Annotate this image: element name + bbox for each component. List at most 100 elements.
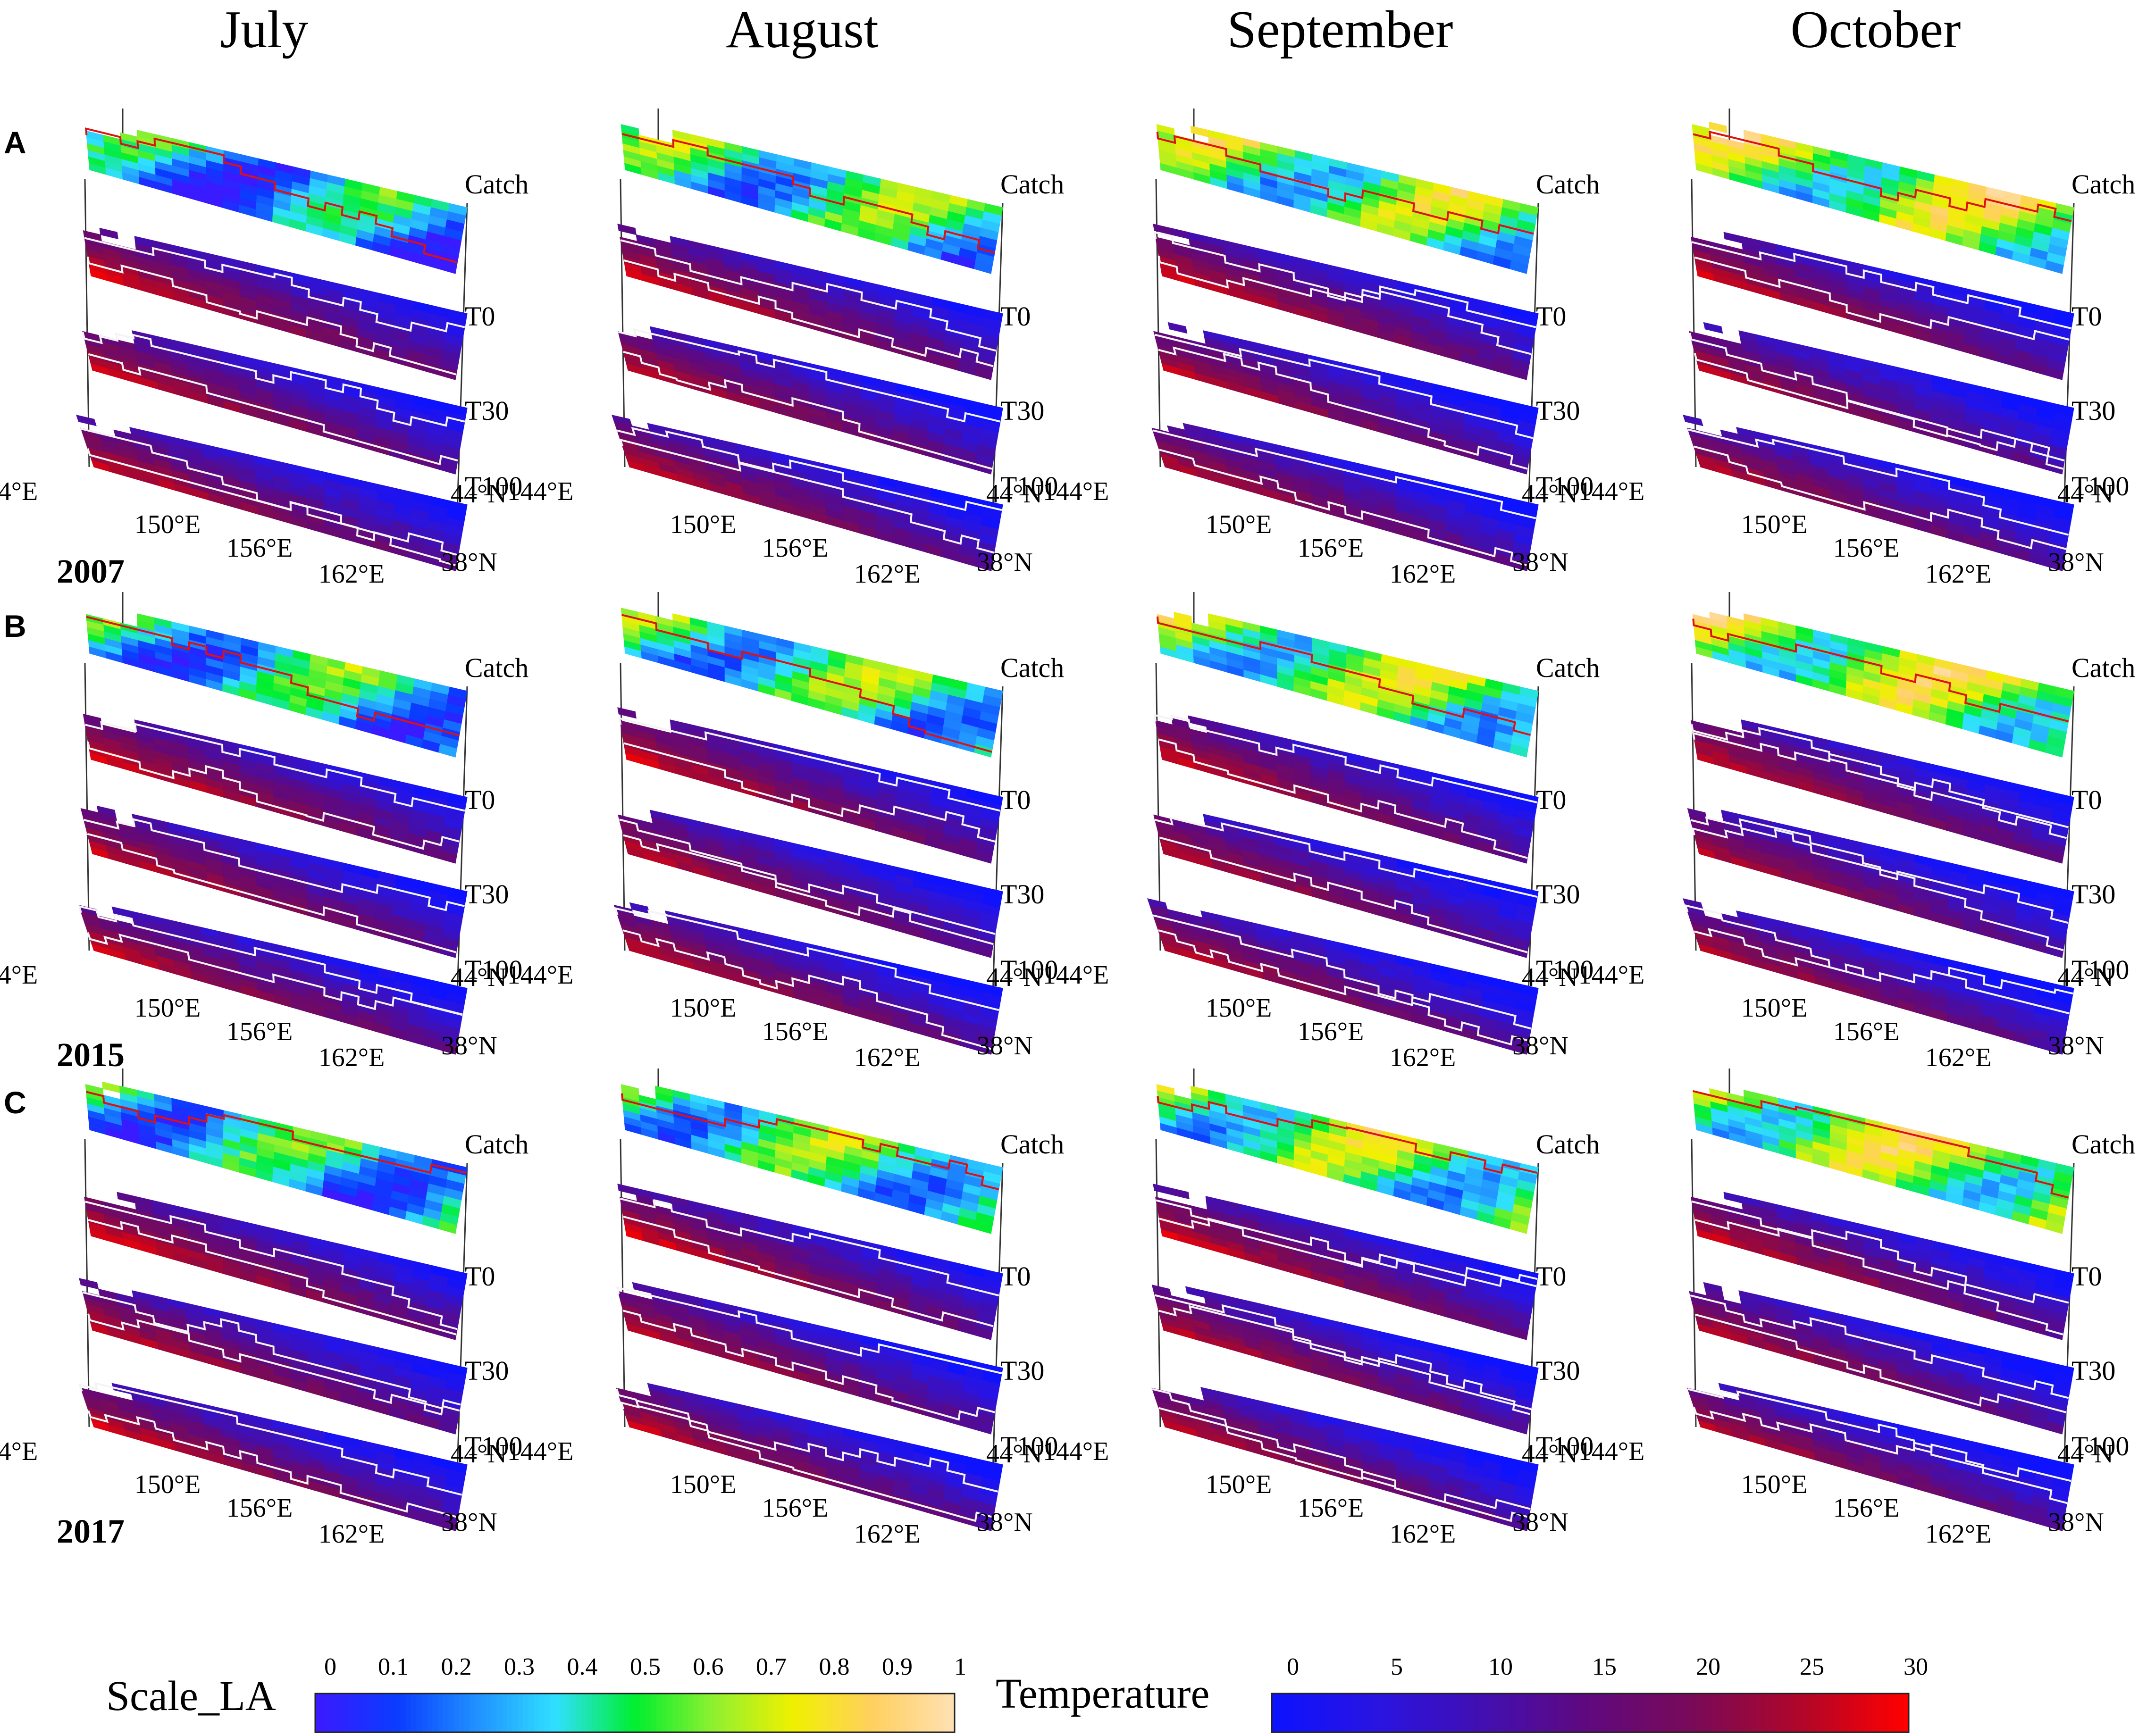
layer-label-catch: Catch	[2072, 1129, 2135, 1160]
layer-label-t30: T30	[1536, 395, 1580, 426]
layer-t100	[76, 415, 468, 571]
lon-label-144: 144°E	[507, 477, 574, 506]
lat-label-44: 44°N	[1522, 479, 1578, 509]
lon-label-162: 162°E	[854, 1519, 921, 1549]
layer-label-catch: Catch	[1000, 169, 1064, 200]
layer-label-t30: T30	[1000, 879, 1044, 910]
layer-t30	[618, 326, 1003, 475]
lon-label-150: 150°E	[1741, 993, 1808, 1023]
layer-label-t0: T0	[465, 301, 495, 332]
lat-label-38: 38°N	[2048, 548, 2104, 577]
lon-label-144: 144°E	[0, 1437, 38, 1466]
layer-label-t100: T100	[2072, 1431, 2129, 1461]
legend-tick: 0.8	[819, 1653, 850, 1680]
layer-t30	[1687, 808, 2074, 958]
lat-label-44: 44°N	[2057, 963, 2113, 992]
layer-t0	[617, 224, 1003, 380]
lat-label-44: 44°N	[451, 963, 507, 992]
layer-t100	[1151, 423, 1539, 571]
layer-label-t100: T100	[1536, 954, 1593, 985]
layer-t30	[1153, 322, 1539, 475]
lon-label-144: 144°E	[0, 960, 38, 990]
lat-label-44: 44°N	[986, 963, 1042, 992]
layer-label-t100: T100	[1536, 1431, 1593, 1461]
layer-t100	[1147, 898, 1539, 1055]
layer-label-t30: T30	[1000, 395, 1044, 426]
year-label-2017: 2017	[57, 1512, 125, 1550]
lat-label-44: 44°N	[1522, 963, 1578, 992]
lat-label-38: 38°N	[441, 548, 497, 577]
panel-2017-september: Catch T0 T30 T100 144°E 150°E 156°E 162°E 44°N 38…	[1043, 1068, 1600, 1549]
lon-label-150: 150°E	[670, 1470, 737, 1499]
lon-label-156: 156°E	[762, 1494, 829, 1523]
lat-label-38: 38°N	[977, 1508, 1033, 1537]
lon-label-150: 150°E	[134, 510, 201, 539]
layer-label-t0: T0	[465, 1261, 495, 1292]
layer-label-t0: T0	[1000, 785, 1031, 815]
lat-label-38: 38°N	[441, 1508, 497, 1537]
layer-t0	[84, 1192, 468, 1340]
layer-label-t100: T100	[1000, 954, 1058, 985]
month-header-september: September	[1227, 0, 1453, 59]
lon-label-156: 156°E	[226, 1494, 293, 1523]
lat-label-38: 38°N	[1512, 548, 1568, 577]
lon-label-162: 162°E	[319, 559, 385, 589]
layer-catch	[1156, 124, 1539, 274]
lon-label-150: 150°E	[1206, 993, 1272, 1023]
lon-label-144: 144°E	[1578, 1437, 1645, 1466]
lon-label-162: 162°E	[1925, 559, 1992, 589]
lat-label-38: 38°N	[2048, 1031, 2104, 1060]
layer-label-catch: Catch	[1000, 1129, 1064, 1160]
year-label-2015: 2015	[57, 1036, 125, 1074]
lon-label-162: 162°E	[854, 559, 921, 589]
layer-t0	[1153, 714, 1539, 864]
layer-label-catch: Catch	[1000, 652, 1064, 683]
legend-tick: 5	[1391, 1653, 1403, 1680]
lon-label-150: 150°E	[1206, 510, 1272, 539]
panel-2017-october: Catch T0 T30 T100 144°E 150°E 156°E 162°E 44°N 38…	[1578, 1068, 2135, 1549]
layer-t100	[612, 415, 1003, 571]
lon-label-162: 162°E	[854, 1043, 921, 1072]
layer-label-t100: T100	[1000, 1431, 1058, 1461]
lon-label-162: 162°E	[1390, 559, 1456, 589]
lon-label-156: 156°E	[226, 534, 293, 563]
layer-catch	[621, 608, 1003, 758]
layer-catch	[1156, 1084, 1539, 1234]
panel-2015-august: Catch T0 T30 T100 144°E 150°E 156°E 162°E 44°N 38…	[507, 592, 1064, 1072]
lon-label-162: 162°E	[1925, 1043, 1992, 1072]
lon-label-150: 150°E	[1206, 1470, 1272, 1499]
layer-t30	[1688, 322, 2074, 475]
lat-label-38: 38°N	[1512, 1031, 1568, 1060]
layer-label-t100: T100	[465, 954, 522, 985]
layer-label-t30: T30	[1000, 1355, 1044, 1386]
lon-label-144: 144°E	[1043, 477, 1109, 506]
layer-t0	[617, 1184, 1003, 1340]
lon-label-150: 150°E	[1741, 1470, 1808, 1499]
layer-label-t0: T0	[1536, 785, 1566, 815]
lon-label-150: 150°E	[670, 510, 737, 539]
panel-2015-september: Catch T0 T30 T100 144°E 150°E 156°E 162°E 44°N 38…	[1043, 592, 1600, 1072]
layer-t30	[616, 1282, 1003, 1435]
layer-catch	[1692, 121, 2074, 274]
lat-label-44: 44°N	[1522, 1439, 1578, 1469]
legend-tick: 10	[1488, 1653, 1513, 1680]
lon-label-150: 150°E	[134, 1470, 201, 1499]
layer-label-t30: T30	[2072, 395, 2115, 426]
layer-t30	[82, 330, 468, 475]
lon-label-150: 150°E	[1741, 510, 1808, 539]
lat-label-44: 44°N	[2057, 1439, 2113, 1469]
layer-label-t0: T0	[2072, 301, 2102, 332]
lon-label-156: 156°E	[226, 1017, 293, 1046]
legend-tick: 30	[1904, 1653, 1928, 1680]
layer-label-t0: T0	[465, 785, 495, 815]
lat-label-44: 44°N	[2057, 479, 2113, 509]
layer-label-t0: T0	[1000, 301, 1031, 332]
layer-t0	[617, 707, 1003, 864]
panel-2007-september: Catch T0 T30 T100 144°E 150°E 156°E 162°E 44°N 38…	[1043, 108, 1600, 589]
lon-label-162: 162°E	[1925, 1519, 1992, 1549]
legend-tick: 0.5	[630, 1653, 661, 1680]
layer-catch	[85, 1081, 468, 1234]
panel-2015-october: Catch T0 T30 T100 144°E 150°E 156°E 162°E 44°N 38…	[1578, 592, 2135, 1072]
layer-t0	[1691, 719, 2074, 864]
panel-2007-july: Catch T0 T30 T100 144°E 150°E 156°E 162°E 44°N 38…	[0, 108, 528, 589]
